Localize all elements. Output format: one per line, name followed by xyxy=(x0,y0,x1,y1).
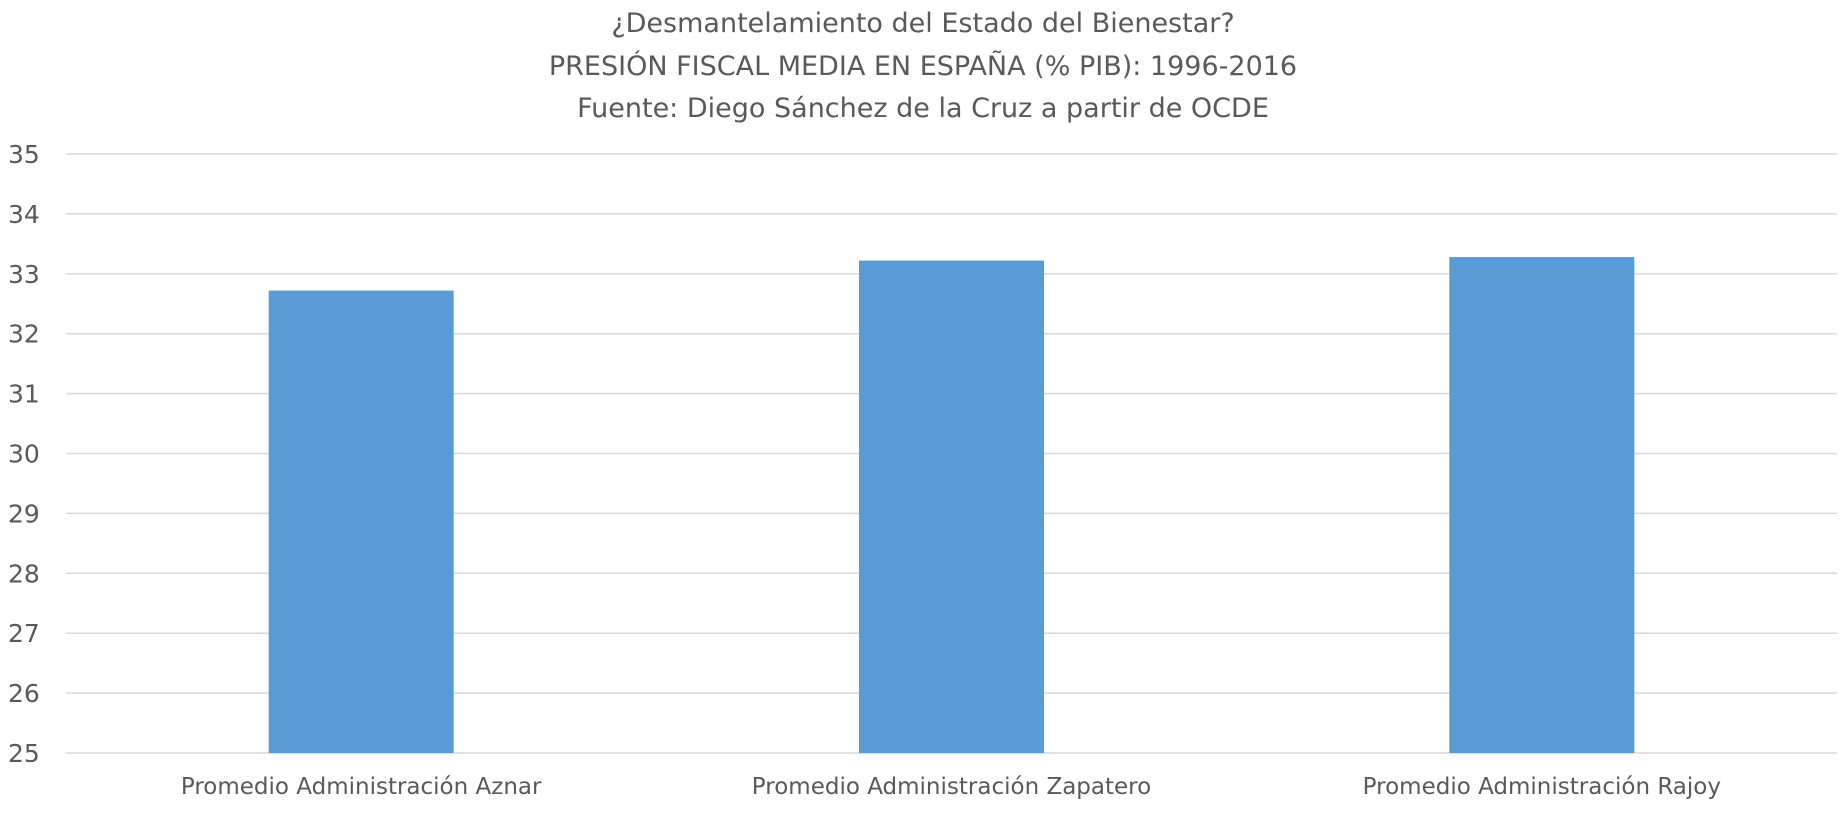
bar xyxy=(1449,257,1635,753)
x-tick-label: Promedio Administración Aznar xyxy=(181,774,542,800)
y-axis-tick-labels: 25 26 27 28 29 30 31 32 33 34 35 xyxy=(8,140,40,768)
bars xyxy=(268,257,1635,753)
y-tick-label: 35 xyxy=(8,140,40,169)
x-tick-label: Promedio Administración Zapatero xyxy=(752,774,1151,800)
y-tick-label: 32 xyxy=(8,320,40,349)
y-tick-label: 25 xyxy=(8,739,40,768)
chart-title-line-1: ¿Desmantelamiento del Estado del Bienest… xyxy=(611,8,1234,39)
chart-title-line-2: PRESIÓN FISCAL MEDIA EN ESPAÑA (% PIB): … xyxy=(549,50,1297,82)
chart-title-line-3: Fuente: Diego Sánchez de la Cruz a parti… xyxy=(577,93,1269,124)
y-tick-label: 27 xyxy=(8,619,40,648)
x-tick-label: Promedio Administración Rajoy xyxy=(1363,774,1721,800)
y-tick-label: 33 xyxy=(8,260,40,289)
y-tick-label: 30 xyxy=(8,440,40,469)
x-axis-tick-labels: Promedio Administración Aznar Promedio Ad… xyxy=(181,774,1721,800)
y-tick-label: 26 xyxy=(8,679,40,708)
y-tick-label: 31 xyxy=(8,380,40,409)
y-tick-label: 34 xyxy=(8,200,40,229)
bar xyxy=(268,290,454,753)
chart-title: ¿Desmantelamiento del Estado del Bienest… xyxy=(549,8,1297,124)
y-tick-label: 29 xyxy=(8,499,40,528)
y-tick-label: 28 xyxy=(8,559,40,588)
bar xyxy=(859,260,1044,753)
